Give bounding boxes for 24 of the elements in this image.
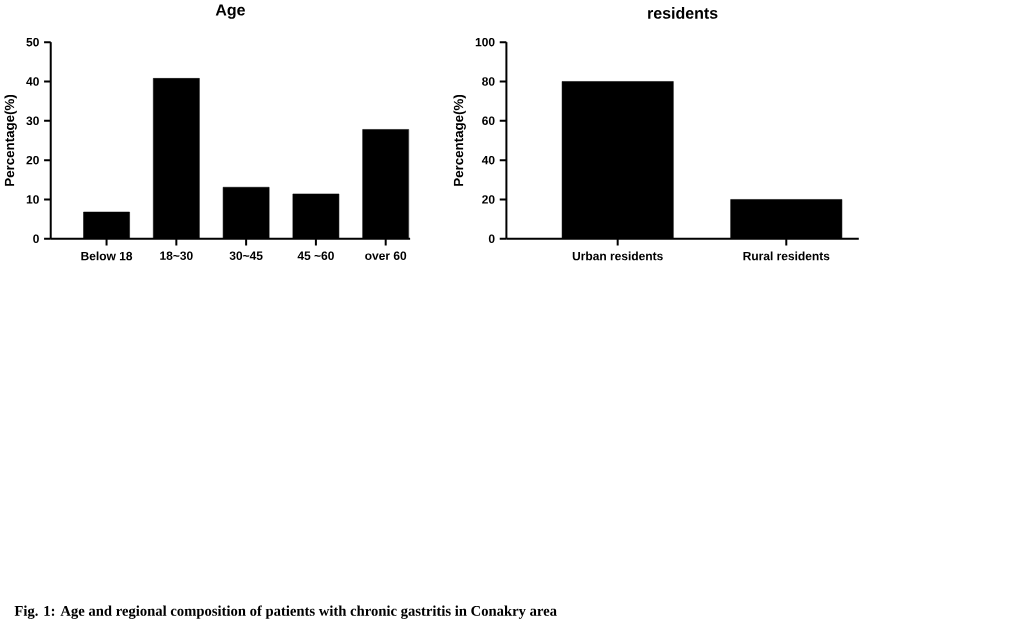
y-tick-label: 40 [481, 155, 495, 165]
x-tick-label: Urban residents [572, 251, 663, 261]
y-tick-label: 30 [26, 116, 39, 125]
x-tick-label: Below 18 [81, 251, 133, 261]
y-axis-title: Percentage(%) [4, 94, 17, 186]
y-axis-title: Percentage(%) [453, 94, 466, 186]
y-tick-label: 100 [475, 37, 495, 47]
y-tick-label: 0 [488, 234, 495, 243]
y-tick-label: 60 [482, 116, 495, 125]
caption: Fig. 1: Age and regional composition of patients with chronic gastritis in Conakry area [14, 605, 557, 619]
x-tick-label: Rural residents [743, 251, 830, 261]
y-tick-label: 10 [26, 195, 39, 204]
x-tick-label: 30~45 [229, 251, 263, 260]
x-tick-label: 18~30 [160, 251, 193, 260]
y-tick-label: 50 [26, 37, 39, 47]
y-tick-label: 40 [26, 77, 39, 86]
y-tick-label: 20 [482, 195, 495, 204]
y-tick-label: 80 [482, 77, 495, 86]
chart-title: Age [215, 4, 245, 19]
x-tick-label: 45 ~60 [297, 251, 334, 260]
x-tick-label: over 60 [365, 251, 407, 260]
y-tick-label: 20 [26, 155, 39, 165]
y-tick-label: 0 [33, 234, 39, 243]
chart-title: residents [648, 7, 718, 19]
